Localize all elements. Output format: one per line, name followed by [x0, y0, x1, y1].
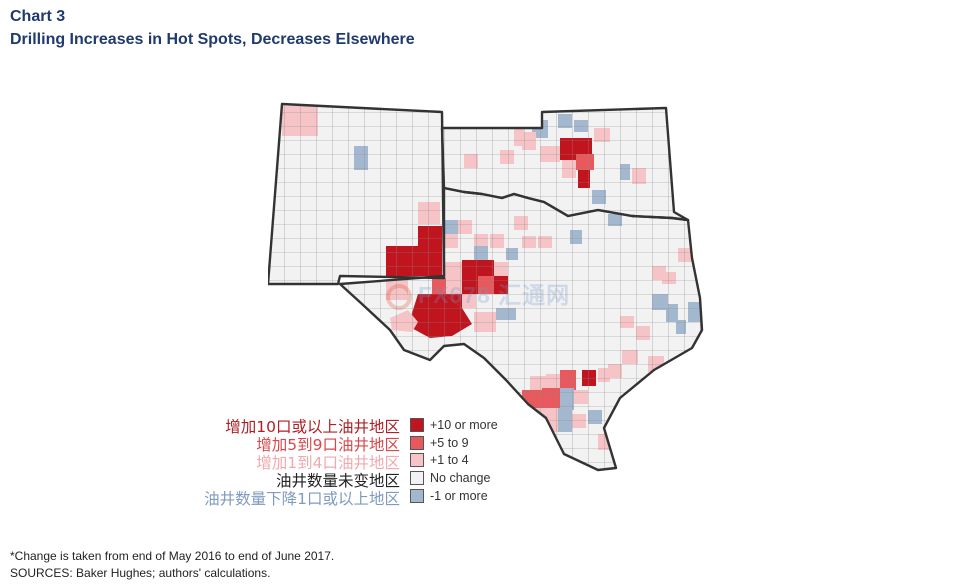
legend-cn-plus10: 增加10口或以上油井地区: [225, 418, 400, 436]
legend-swatch-plus5: [410, 436, 424, 450]
legend-swatch-plus1: [410, 453, 424, 467]
legend-swatch-none: [410, 471, 424, 485]
legend-en-none: No change: [430, 471, 491, 485]
legend-cn-minus: 油井数量下降1口或以上地区: [204, 490, 400, 508]
chart-label: Chart 3: [10, 8, 66, 25]
county-map: [268, 102, 704, 472]
footnote-note: *Change is taken from end of May 2016 to…: [10, 549, 335, 563]
legend-swatch-plus10: [410, 418, 424, 432]
footnote-sources: SOURCES: Baker Hughes; authors' calculat…: [10, 566, 271, 580]
legend-cn-none: 油井数量未变地区: [275, 472, 400, 490]
legend-swatch-minus: [410, 489, 424, 503]
texas-border: [338, 186, 704, 472]
new-mexico-border: [268, 102, 446, 286]
watermark-logo: FX678 汇通网: [386, 276, 570, 310]
legend-en-plus5: +5 to 9: [430, 436, 469, 450]
legend-en-plus1: +1 to 4: [430, 453, 469, 467]
legend-cn-plus5: 增加5到9口油井地区: [256, 436, 400, 454]
watermark-text: FX678 汇通网: [418, 282, 571, 308]
watermark-ring-icon: [386, 283, 412, 310]
legend-cn-plus1: 增加1到4口油井地区: [256, 454, 400, 472]
state-borders: [268, 102, 704, 472]
legend-en-plus10: +10 or more: [430, 418, 498, 432]
chart-title: Drilling Increases in Hot Spots, Decreas…: [10, 31, 415, 48]
legend-en-minus: -1 or more: [430, 489, 488, 503]
